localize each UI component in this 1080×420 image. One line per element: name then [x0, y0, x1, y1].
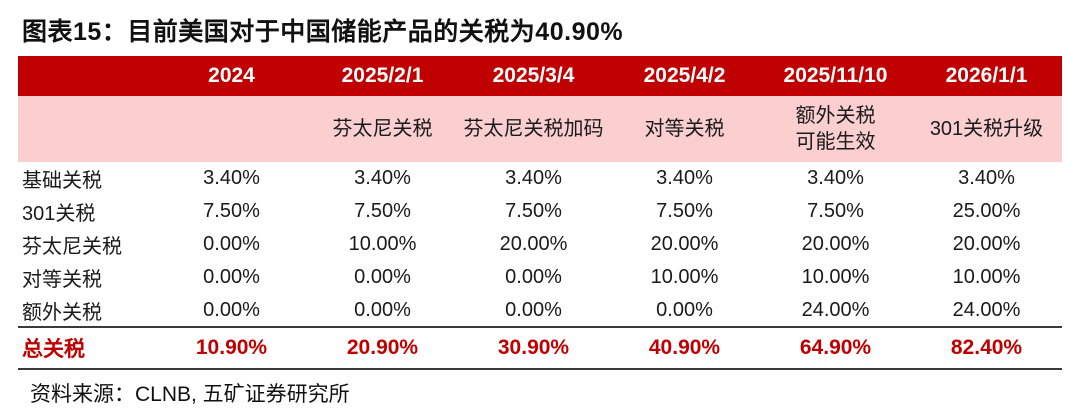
tariff-value: 20.00% [499, 233, 568, 255]
row-label: 基础关税 [22, 170, 102, 192]
tariff-value: 0.00% [203, 233, 260, 255]
total-value: 40.90% [609, 326, 760, 370]
row-label: 总关税 [18, 326, 156, 370]
tariff-value: 3.40% [354, 167, 411, 189]
table-row-total-tariff: 总关税 10.90% 20.90% 30.90% 40.90% 64.90% 8… [18, 326, 1062, 370]
tariff-value: 0.00% [203, 298, 260, 321]
row-label: 额外关税 [22, 301, 102, 324]
event-header-cell: 额外关税 可能生效 [760, 96, 911, 162]
tariff-value: 3.40% [958, 167, 1015, 189]
table-row-additional-tariff: 额外关税 0.00% 0.00% 0.00% 0.00% 24.00% 24.0… [18, 294, 1062, 327]
tariff-value: 3.40% [656, 167, 713, 189]
total-value: 20.90% [307, 326, 458, 370]
total-value: 30.90% [458, 326, 609, 370]
event-header-cell: 芬太尼关税加码 [458, 96, 609, 162]
tariff-table: 2024 2025/2/1 2025/3/4 2025/4/2 2025/11/… [18, 56, 1062, 370]
total-value: 10.90% [156, 326, 307, 370]
tariff-value: 10.00% [952, 266, 1021, 288]
figure-title: 图表15：目前美国对于中国储能产品的关税为40.90% [22, 18, 624, 46]
table-row-fentanyl-tariff: 芬太尼关税 0.00% 10.00% 20.00% 20.00% 20.00% … [18, 228, 1062, 261]
tariff-value: 0.00% [656, 298, 713, 321]
date-header-cell: 2025/2/1 [307, 56, 458, 96]
tariff-value: 24.00% [952, 298, 1021, 321]
event-header-cell [18, 96, 156, 162]
tariff-value: 20.00% [650, 233, 719, 255]
date-header-cell: 2025/3/4 [458, 56, 609, 96]
event-header-cell: 301关税升级 [911, 96, 1062, 162]
date-header-cell: 2025/11/10 [760, 56, 911, 96]
tariff-value: 0.00% [354, 266, 411, 288]
event-header-cell: 对等关税 [609, 96, 760, 162]
tariff-value: 10.00% [650, 266, 719, 288]
tariff-value: 0.00% [203, 266, 260, 288]
table-row-base-tariff: 基础关税 3.40% 3.40% 3.40% 3.40% 3.40% 3.40% [18, 162, 1062, 195]
table-row-301-tariff: 301关税 7.50% 7.50% 7.50% 7.50% 7.50% 25.0… [18, 195, 1062, 228]
event-header-cell [156, 96, 307, 162]
tariff-value: 3.40% [807, 167, 864, 189]
tariff-value: 25.00% [952, 200, 1021, 222]
tariff-value: 7.50% [354, 200, 411, 222]
tariff-value: 0.00% [505, 266, 562, 288]
tariff-value: 3.40% [505, 167, 562, 189]
tariff-value: 3.40% [203, 167, 260, 189]
event-header-cell: 芬太尼关税 [307, 96, 458, 162]
tariff-value: 0.00% [354, 298, 411, 321]
total-value: 64.90% [760, 326, 911, 370]
tariff-value: 10.00% [348, 233, 417, 255]
date-header-row: 2024 2025/2/1 2025/3/4 2025/4/2 2025/11/… [18, 56, 1062, 96]
date-header-cell: 2026/1/1 [911, 56, 1062, 96]
tariff-value: 10.00% [801, 266, 870, 288]
tariff-value: 24.00% [801, 298, 870, 321]
date-header-cell: 2024 [156, 56, 307, 96]
tariff-value: 7.50% [505, 200, 562, 222]
total-value: 82.40% [911, 326, 1062, 370]
row-label: 301关税 [22, 203, 96, 225]
row-label: 对等关税 [22, 269, 102, 291]
tariff-value: 20.00% [952, 233, 1021, 255]
tariff-value: 7.50% [656, 200, 713, 222]
event-header-row: 芬太尼关税 芬太尼关税加码 对等关税 额外关税 可能生效 301关税升级 [18, 96, 1062, 162]
table-row-reciprocal-tariff: 对等关税 0.00% 0.00% 0.00% 10.00% 10.00% 10.… [18, 261, 1062, 294]
date-header-cell: 2025/4/2 [609, 56, 760, 96]
date-header-cell [18, 56, 156, 96]
tariff-value: 0.00% [505, 298, 562, 321]
tariff-value: 7.50% [203, 200, 260, 222]
source-note: 资料来源：CLNB, 五矿证券研究所 [30, 383, 350, 406]
row-label: 芬太尼关税 [22, 236, 122, 258]
tariff-value: 7.50% [807, 200, 864, 222]
tariff-value: 20.00% [801, 233, 870, 255]
